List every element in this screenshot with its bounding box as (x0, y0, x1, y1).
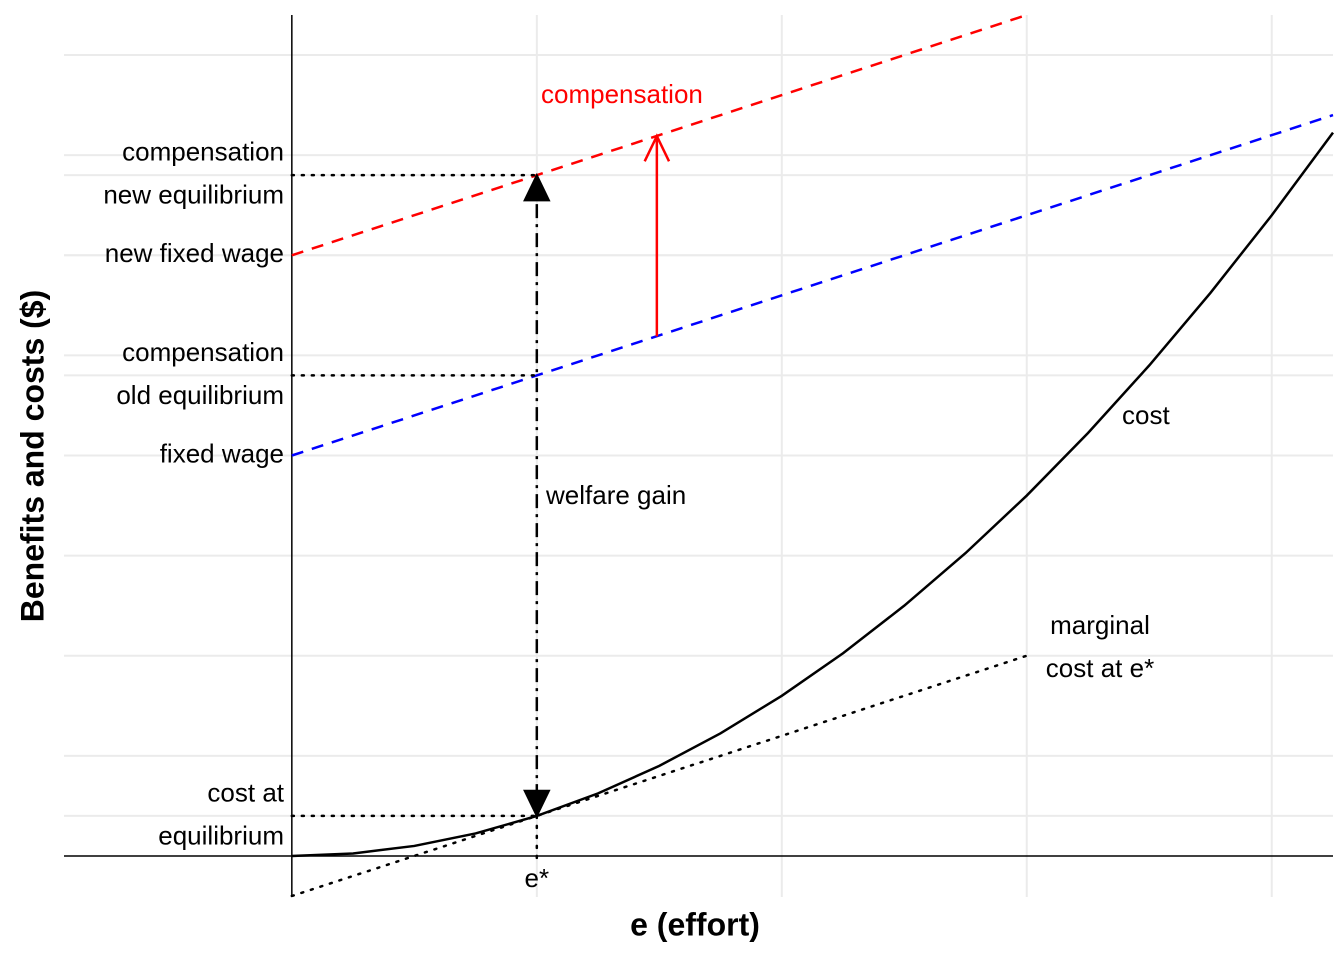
annotation: compensation (541, 79, 703, 109)
annotation: welfare gain (545, 480, 686, 510)
annotation: cost at e* (1046, 653, 1154, 683)
y-tick-label: equilibrium (158, 820, 284, 850)
arrow-head (523, 172, 551, 202)
annotation: cost (1122, 400, 1170, 430)
series-line (291, 131, 1335, 858)
y-axis-title: Benefits and costs ($) (14, 290, 50, 623)
series-line (290, 654, 1029, 898)
arrow-head (523, 789, 551, 819)
x-axis-title: e (effort) (630, 906, 760, 942)
y-tick-label: new fixed wage (105, 238, 284, 268)
series-line (291, 113, 1334, 457)
y-tick-label: old equilibrium (116, 380, 284, 410)
y-tick-label: compensation (122, 137, 284, 167)
annotation: marginal (1050, 610, 1150, 640)
y-tick-label: compensation (122, 337, 284, 367)
x-tick-label: e* (525, 863, 550, 893)
y-tick-label: fixed wage (160, 438, 284, 468)
arrow-head (643, 133, 671, 162)
grid (64, 15, 1333, 897)
y-tick-label: cost at (207, 777, 284, 807)
series-line (291, 13, 1028, 257)
y-tick-label: new equilibrium (103, 180, 284, 210)
